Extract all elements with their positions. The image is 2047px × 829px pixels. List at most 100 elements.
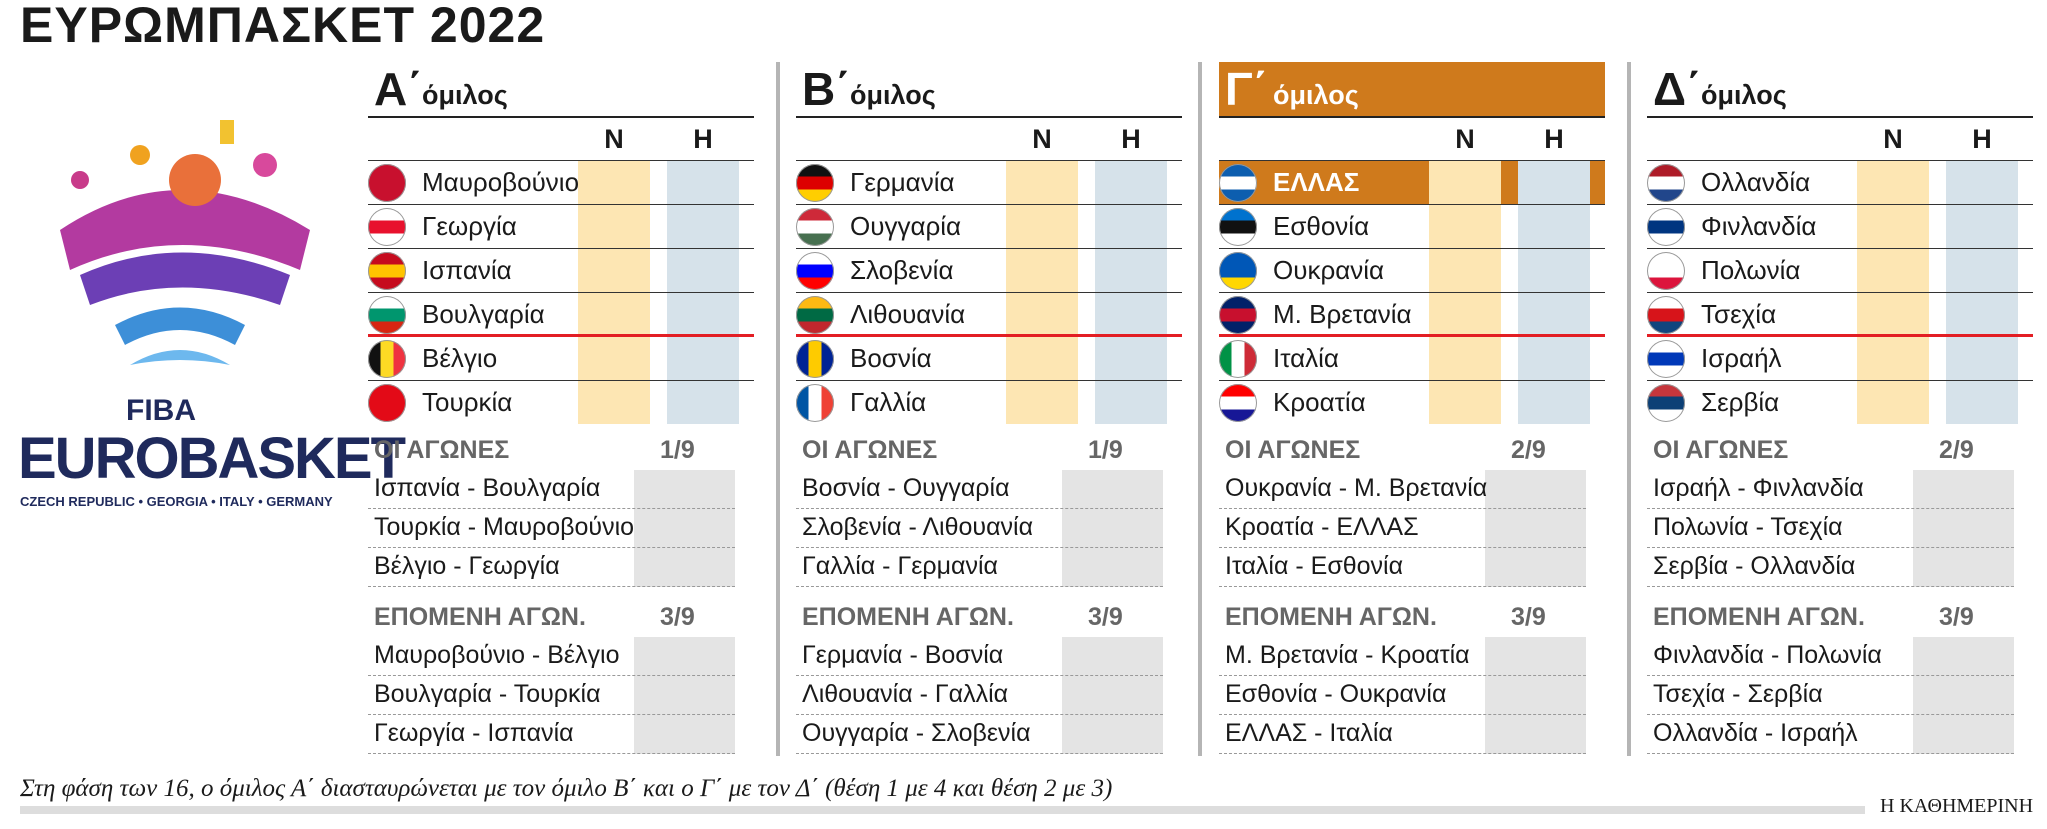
flag [796,340,834,378]
flag [1647,340,1685,378]
team-name: Ουγγαρία [850,211,962,241]
team-name: Ολλανδία [1701,167,1811,197]
match-line [1647,586,2014,587]
team-name: Βέλγιο [422,343,498,373]
row-line [1647,204,2033,205]
match: Σλοβενία - Λιθουανία [802,513,1034,541]
match: Σερβία - Ολλανδία [1653,552,1856,580]
flag [1219,340,1257,378]
col-header: Η [1972,124,1992,154]
team-name: Ουκρανία [1273,255,1385,285]
score-box [634,637,735,754]
match: Ισραήλ - Φινλανδία [1653,474,1864,502]
flag [368,252,406,290]
flag [1219,384,1257,422]
section-label: ΕΠΟΜΕΝΗ ΑΓΩΝ. [374,603,586,631]
team-name: ΕΛΛΑΣ [1273,167,1360,197]
separator [1198,62,1202,756]
row-line [796,248,1182,249]
match: Φινλανδία - Πολωνία [1653,641,1882,669]
match-line [1647,508,2014,509]
col-header: Η [1121,124,1141,154]
flag [1647,252,1685,290]
flag [368,384,406,422]
row-line [796,160,1182,161]
rule [1647,116,2033,118]
section-date: 2/9 [1939,436,1974,464]
match-line [368,753,735,754]
team-name: Πολωνία [1701,255,1801,285]
team-name: Βουλγαρία [422,299,545,329]
match: Ολλανδία - Ισραήλ [1653,719,1858,747]
flag [796,208,834,246]
match: Γαλλία - Γερμανία [802,552,998,580]
group-word: όμιλος [422,80,508,110]
team-name: Τσεχία [1701,299,1777,329]
row-line [1647,248,2033,249]
col-header: Η [1544,124,1564,154]
qualify-line [1647,334,2033,337]
flag [1219,208,1257,246]
row-line [796,204,1182,205]
match-line [1647,675,2014,676]
match: Ισπανία - Βουλγαρία [374,474,601,502]
col-header: Ν [1883,124,1903,154]
match-line [368,675,735,676]
group-letter: Β΄ [802,63,851,115]
match-line [796,586,1163,587]
row-line [368,248,754,249]
rule [796,116,1182,118]
score-box [1485,637,1586,754]
match-line [1219,753,1586,754]
team-name: Λιθουανία [850,299,966,329]
separator [1627,62,1631,756]
row-line [796,292,1182,293]
col-header: Ν [1032,124,1052,154]
col-header: Ν [1455,124,1475,154]
row-line [1219,204,1605,205]
logo-brand: FIBA [126,394,196,427]
row-line [368,380,754,381]
team-name: Σλοβενία [850,255,954,285]
match: Εσθονία - Ουκρανία [1225,680,1447,708]
section-label: ΟΙ ΑΓΩΝΕΣ [1225,436,1361,464]
match-line [796,753,1163,754]
row-line [368,292,754,293]
row-line [1219,248,1605,249]
group-letter: Δ΄ [1653,63,1702,115]
row-line [1219,380,1605,381]
match-line [368,586,735,587]
flag [1647,384,1685,422]
flag [1647,208,1685,246]
group-word: όμιλος [1701,80,1787,110]
match: Τσεχία - Σερβία [1653,680,1823,708]
group: Α΄ όμιλος Ν Η Μαυροβούνιο Γεωργία Ισπανία Βουλγ… [368,0,754,760]
section-date: 3/9 [660,603,695,631]
team-name: Βοσνία [850,343,932,373]
qualify-line [368,334,754,337]
logo-hosts: CZECH REPUBLIC • GEORGIA • ITALY • GERMA… [20,494,333,509]
flag [1647,164,1685,202]
flag [368,208,406,246]
col-n-bg [1429,160,1501,204]
team-name: Ιταλία [1273,343,1339,373]
score-box [1485,470,1586,587]
flag [1647,296,1685,334]
match: Γερμανία - Βοσνία [802,641,1004,669]
group-word: όμιλος [850,80,936,110]
flag [368,164,406,202]
group-letter: Α΄ [374,63,423,115]
section-label: ΕΠΟΜΕΝΗ ΑΓΩΝ. [1653,603,1865,631]
team-name: Εσθονία [1273,211,1370,241]
match-line [1647,753,2014,754]
match: Βέλγιο - Γεωργία [374,552,560,580]
row-line [368,204,754,205]
flag [796,384,834,422]
row-line [1647,380,2033,381]
rule [1219,116,1605,118]
logo-graphic [60,120,310,365]
flag [1219,252,1257,290]
match: Ουκρανία - Μ. Βρετανία [1225,474,1488,502]
score-box [634,470,735,587]
